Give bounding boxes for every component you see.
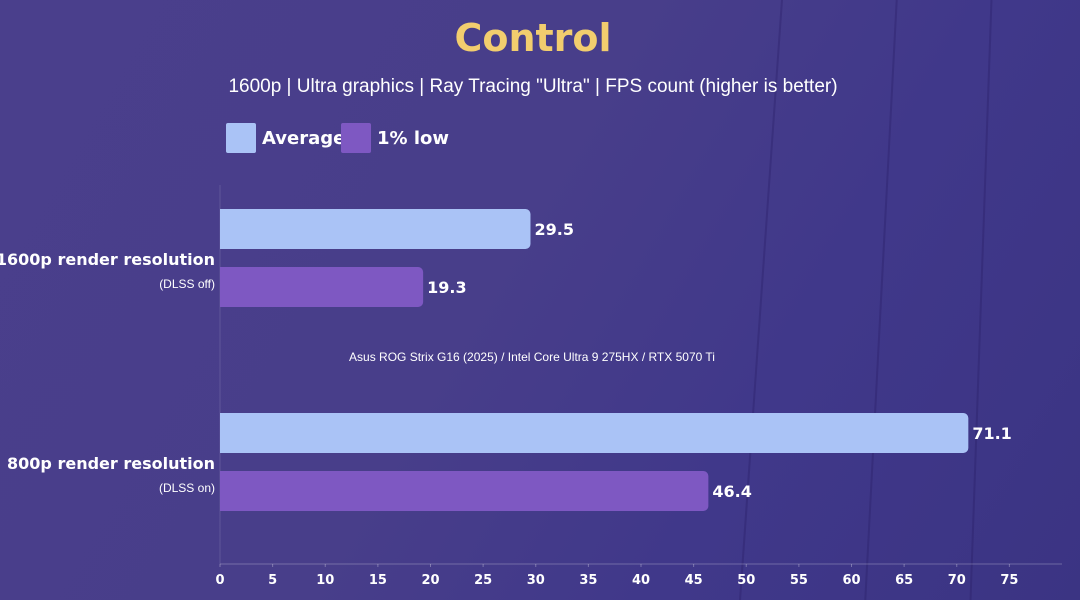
bar-average (220, 413, 969, 453)
category-label-main: 800p render resolution (7, 454, 215, 473)
category-label-main: 1600p render resolution (0, 250, 215, 269)
legend-label: 1% low (377, 127, 449, 149)
x-tick-label: 5 (268, 573, 277, 588)
category-label-sub: (DLSS on) (158, 481, 215, 495)
x-tick-label: 45 (685, 573, 703, 588)
x-tick-label: 35 (579, 573, 597, 588)
legend-label: Average (262, 127, 346, 149)
legend-swatch-1pct-low (341, 123, 371, 153)
x-tick-label: 20 (421, 573, 439, 588)
legend-swatch-average (226, 123, 256, 153)
chart-title: Control (454, 16, 612, 60)
legend-item-average: Average (226, 122, 345, 154)
x-tick-label: 15 (369, 573, 387, 588)
category-label: 1600p render resolution (DLSS off) (0, 250, 215, 291)
x-tick-label: 75 (1000, 573, 1018, 588)
category-label: 800p render resolution (DLSS on) (7, 454, 215, 495)
bar-average (220, 209, 531, 249)
x-tick-label: 0 (215, 573, 224, 588)
bar-1pct-low (220, 267, 424, 307)
category-label-sub: (DLSS off) (159, 277, 215, 291)
x-tick-label: 30 (527, 573, 545, 588)
data-label: 71.1 (972, 424, 1011, 443)
x-tick-label: 10 (316, 573, 334, 588)
x-tick-label: 70 (948, 573, 966, 588)
x-tick-label: 25 (474, 573, 492, 588)
legend-item-1pct-low: 1% low (341, 122, 449, 154)
x-tick-label: 40 (632, 573, 650, 588)
chart-subtitle: 1600p | Ultra graphics | Ray Tracing "Ul… (228, 76, 838, 97)
data-label: 29.5 (534, 220, 573, 239)
bar-1pct-low (220, 471, 709, 511)
system-note: Asus ROG Strix G16 (2025) / Intel Core U… (349, 350, 715, 364)
data-label: 19.3 (427, 278, 466, 297)
x-tick-label: 65 (895, 573, 913, 588)
data-label: 46.4 (712, 482, 751, 501)
x-tick-label: 55 (790, 573, 808, 588)
x-tick-label: 60 (842, 573, 860, 588)
x-tick-label: 50 (737, 573, 755, 588)
